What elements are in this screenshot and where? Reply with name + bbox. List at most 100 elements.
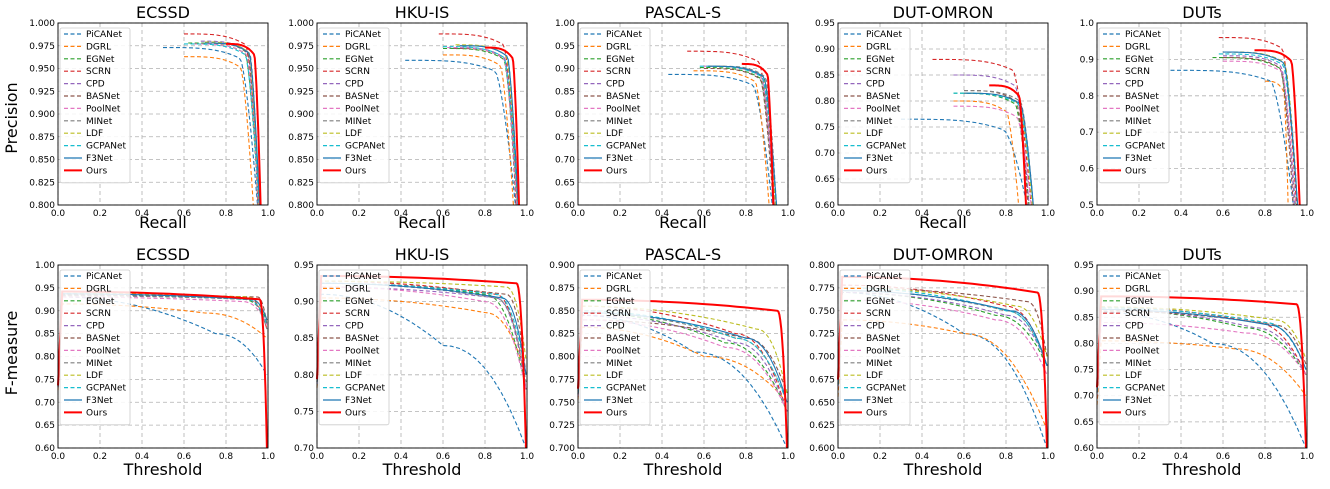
y-tick-label: 0.60: [555, 201, 575, 211]
legend-label: EGNet: [1125, 297, 1154, 307]
legend-label: Ours: [86, 408, 107, 418]
y-tick-label: 0.750: [549, 398, 575, 408]
y-tick-label: 0.70: [294, 444, 314, 454]
legend-label: SCRN: [86, 309, 111, 319]
x-tick-label: 0.4: [1174, 209, 1189, 219]
y-tick-label: 0.95: [555, 42, 575, 52]
series-line-egnet: [953, 92, 1030, 206]
chart-panel-fm-ecssd: 0.0 0.2 0.4 0.6 0.8 1.0 0.60 0.65 0.70 0.75 0.80 0.…: [35, 245, 275, 479]
legend: PiCANet DGRL EGNet SCRN CPD BASNet PoolNet MINe…: [839, 269, 911, 426]
y-tick-label: 0.95: [1074, 261, 1094, 271]
x-axis-label: Threshold: [903, 460, 983, 479]
y-tick-label: 1.00: [35, 261, 55, 271]
legend-label: PiCANet: [866, 272, 902, 282]
plot-frame: [1096, 22, 1308, 206]
chart-title: HKU-IS: [395, 245, 449, 264]
x-tick-label: 0.0: [1090, 209, 1105, 219]
series-line-egnet: [577, 312, 788, 412]
x-tick-label: 0.6: [957, 452, 972, 462]
y-tick-label: 0.75: [294, 407, 314, 417]
row-label-top: Precision: [2, 82, 21, 153]
series-line-dgrl: [443, 54, 514, 206]
x-tick-label: 0.8: [739, 209, 754, 219]
y-tick-label: 0.775: [809, 284, 835, 294]
y-tick-label: 0.85: [1074, 313, 1094, 323]
legend-label: PiCANet: [606, 272, 642, 282]
y-tick-label: 0.95: [35, 284, 55, 294]
x-tick-label: 0.4: [915, 452, 930, 462]
chart-panel-fm-pascal-s: 0.0 0.2 0.4 0.6 0.8 1.0 0.700 0.725 0.750 0.775 0.…: [549, 245, 795, 479]
y-tick-label: 0.65: [35, 421, 55, 431]
y-tick-label: 0.65: [1074, 418, 1094, 428]
legend-label: LDF: [606, 371, 623, 381]
legend-label: F3Net: [866, 154, 893, 164]
y-tick-label: 0.75: [35, 375, 55, 385]
legend-label: CPD: [866, 322, 885, 332]
series-line-dgrl: [577, 326, 788, 403]
legend-label: DGRL: [1125, 42, 1150, 52]
legend-label: MINet: [86, 117, 113, 127]
legend-label: BASNet: [866, 334, 900, 344]
legend-label: Ours: [1125, 408, 1146, 418]
chart-panel-fm-hku-is: 0.0 0.2 0.4 0.6 0.8 1.0 0.70 0.75 0.80 0.85 0.90 0.…: [294, 245, 534, 479]
x-tick-label: 1.0: [261, 452, 276, 462]
legend-label: F3Net: [866, 396, 893, 406]
legend-label: BASNet: [86, 92, 120, 102]
series-line-cpd: [1223, 55, 1295, 206]
series-line-egnet: [188, 42, 260, 206]
chart-title: PASCAL-S: [645, 3, 721, 22]
x-axis-label: Recall: [919, 213, 967, 232]
series-line-f3net: [205, 42, 261, 206]
x-tick-label: 0.2: [613, 209, 627, 219]
x-tick-label: 0.0: [51, 209, 66, 219]
legend-label: PoolNet: [1125, 104, 1160, 114]
legend-label: EGNet: [86, 297, 115, 307]
legend-label: CPD: [1125, 80, 1144, 90]
x-tick-label: 0.0: [571, 209, 586, 219]
legend-label: F3Net: [606, 154, 633, 164]
legend-label: SCRN: [866, 67, 891, 77]
series-line-ours: [1254, 49, 1301, 206]
y-tick-label: 0.60: [1074, 444, 1094, 454]
legend-label: DGRL: [866, 284, 891, 294]
x-tick-label: 0.8: [999, 452, 1014, 462]
legend-label: MINet: [345, 359, 372, 369]
legend-label: CPD: [866, 80, 885, 90]
x-tick-label: 0.8: [1258, 452, 1273, 462]
legend-label: PoolNet: [86, 104, 121, 114]
y-tick-label: 0.65: [555, 178, 575, 188]
series-line-basnet: [704, 67, 774, 206]
legend-label: CPD: [86, 322, 105, 332]
legend-label: PiCANet: [606, 30, 642, 40]
legend-label: BASNet: [866, 92, 900, 102]
legend-label: PiCANet: [345, 30, 381, 40]
y-tick-label: 0.90: [35, 307, 55, 317]
legend-label: F3Net: [86, 396, 113, 406]
legend-label: SCRN: [345, 309, 370, 319]
y-tick-label: 0.850: [549, 307, 575, 317]
x-tick-label: 0.0: [310, 452, 325, 462]
legend-label: PoolNet: [606, 104, 641, 114]
series-line-ours: [485, 46, 520, 206]
x-tick-label: 0.8: [219, 209, 234, 219]
legend-label: Ours: [345, 166, 366, 176]
y-tick-label: 0.85: [815, 71, 835, 81]
legend-label: F3Net: [1125, 396, 1152, 406]
y-tick-label: 0.800: [288, 201, 314, 211]
legend-label: MINet: [866, 117, 893, 127]
legend-label: BASNet: [86, 334, 120, 344]
chart-title: ECSSD: [136, 245, 190, 264]
y-tick-label: 0.80: [1074, 339, 1094, 349]
chart-panel-fm-dut-omron: 0.0 0.2 0.4 0.6 0.8 1.0 0.600 0.625 0.650 0.675 0.…: [809, 245, 1055, 479]
legend: PiCANet DGRL EGNet SCRN CPD BASNet PoolNet MINe…: [579, 269, 651, 426]
y-tick-label: 0.825: [549, 330, 575, 340]
y-tick-label: 0.80: [294, 371, 314, 381]
legend-label: LDF: [606, 129, 623, 139]
legend-box: [839, 269, 911, 426]
legend-label: LDF: [86, 129, 103, 139]
legend-label: LDF: [345, 371, 362, 381]
y-tick-label: 0.975: [288, 42, 314, 52]
legend-label: DGRL: [606, 284, 631, 294]
y-tick-label: 0.90: [294, 298, 314, 308]
